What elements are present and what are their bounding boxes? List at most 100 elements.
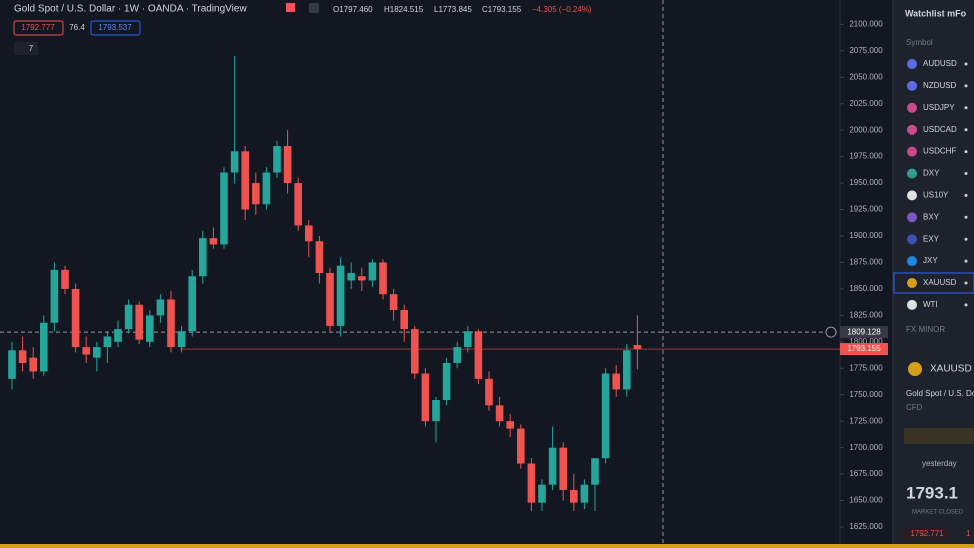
- menu-icon: [309, 3, 319, 13]
- candle-body: [146, 315, 154, 342]
- candle-body: [559, 447, 567, 490]
- detail-ask: 1: [966, 529, 971, 538]
- indicator-count: 7: [29, 44, 34, 53]
- watchlist-panel: [893, 0, 974, 548]
- watchlist-symbol: AUDUSD: [923, 59, 957, 68]
- indicator-toggle[interactable]: [14, 42, 38, 55]
- candle-body: [61, 269, 69, 289]
- y-tick-label: 2000.000: [849, 125, 883, 134]
- candle-body: [570, 489, 578, 503]
- candle-body: [230, 151, 239, 173]
- symbol-icon: [907, 299, 917, 310]
- watchlist-symbol: XAUUSD: [923, 278, 957, 287]
- candle-body: [474, 331, 483, 379]
- status-dot: [964, 259, 968, 263]
- y-tick-label: 1725.000: [849, 416, 883, 425]
- y-tick-label: 1875.000: [849, 258, 883, 267]
- watchlist-symbol: BXY: [923, 212, 940, 221]
- y-tick-label: 1675.000: [849, 469, 883, 478]
- y-tick-label: 1900.000: [849, 231, 883, 240]
- y-tick-label: 1700.000: [849, 443, 883, 452]
- candle-body: [358, 276, 366, 281]
- candle-body: [103, 336, 112, 348]
- bottom-bar: [0, 544, 974, 548]
- candle-body: [315, 241, 324, 274]
- last-price-tag: [840, 343, 888, 356]
- detail-symbol: XAUUSD: [930, 364, 972, 375]
- status-dot: [964, 193, 968, 197]
- candle-body: [262, 172, 271, 205]
- y-tick-label: 2025.000: [849, 99, 883, 108]
- detail-status: MARKET CLOSED: [912, 510, 964, 516]
- symbol-icon: [907, 212, 917, 223]
- symbol-icon: [907, 190, 917, 201]
- watchlist: AUDUSD NZDUSD USDJPY USDCAD USDCHF DXY US10Y BX…: [893, 59, 974, 310]
- candle-body: [305, 225, 313, 242]
- y-tick-label: 1925.000: [849, 205, 883, 214]
- watchlist-symbol: USDCHF: [923, 147, 956, 156]
- detail-bid: 1792.771: [910, 529, 944, 538]
- y-tick-label: 1625.000: [849, 522, 883, 531]
- candle-body: [368, 262, 377, 281]
- candle-body: [623, 350, 631, 390]
- status-dot: [964, 128, 968, 132]
- status-dot: [964, 237, 968, 241]
- candle-body: [612, 373, 620, 390]
- detail-banner: [904, 428, 974, 444]
- watchlist-symbol: USDCAD: [923, 125, 957, 134]
- candle-body: [379, 262, 387, 295]
- candle-body: [50, 269, 59, 323]
- watchlist-title: Watchlist mFo: [905, 8, 967, 18]
- column-header: Symbol: [906, 38, 933, 47]
- candle-body: [336, 265, 345, 326]
- candle-body: [135, 304, 143, 340]
- candle-body: [389, 294, 398, 311]
- symbol-icon: [907, 278, 917, 288]
- y-tick-label: 2050.000: [849, 72, 883, 81]
- y-tick-label: 1800.000: [849, 337, 883, 346]
- y-tick-label: 1750.000: [849, 390, 883, 399]
- watchlist-symbol: US10Y: [923, 191, 949, 200]
- detail-price: 1793.1: [906, 483, 958, 502]
- symbol-icon: [907, 59, 917, 69]
- ohlc-low: L1773.845: [434, 5, 472, 14]
- status-dot: [964, 62, 968, 66]
- candle-body: [252, 183, 260, 205]
- y-tick-label: 1825.000: [849, 310, 883, 319]
- candle-body: [209, 238, 218, 245]
- symbol-icon: [907, 124, 917, 135]
- candle-body: [411, 329, 419, 374]
- y-tick-label: 1850.000: [849, 284, 883, 293]
- candle-body: [485, 378, 493, 406]
- crosshair-tag: [840, 326, 888, 339]
- candle-body: [326, 273, 334, 326]
- candle-body: [506, 421, 514, 429]
- ohlc-change: −4.305 (−0.24%): [532, 5, 592, 14]
- candle-body: [156, 299, 165, 316]
- candle-body: [400, 310, 408, 330]
- candle-body: [29, 357, 37, 372]
- ohlc-close: C1793.155: [482, 5, 522, 14]
- plot: 1625.000 1650.000 1675.000 1700.000 1725.000…: [0, 0, 888, 545]
- section-label: FX MINOR: [906, 325, 945, 334]
- detail-time: yesterday: [922, 459, 957, 468]
- symbol-icon: [907, 146, 917, 157]
- selected-row: [893, 272, 974, 294]
- candle-body: [442, 362, 451, 401]
- y-tick-label: 1775.000: [849, 363, 883, 372]
- watchlist-symbol: NZDUSD: [923, 81, 957, 90]
- detail-kind: CFD: [906, 403, 923, 412]
- detail-name: Gold Spot / U.S. Dollar: [906, 389, 974, 398]
- status-dot: [964, 106, 968, 110]
- bid-price: 1792.777: [21, 23, 55, 32]
- candle-body: [517, 428, 525, 464]
- candle-body: [601, 373, 610, 459]
- ask-box[interactable]: [90, 20, 141, 36]
- candle-body: [591, 458, 599, 485]
- status-dot: [964, 150, 968, 154]
- bid-box[interactable]: [13, 20, 64, 36]
- y-tick-label: 1975.000: [849, 152, 883, 161]
- spread: 76.4: [69, 23, 85, 32]
